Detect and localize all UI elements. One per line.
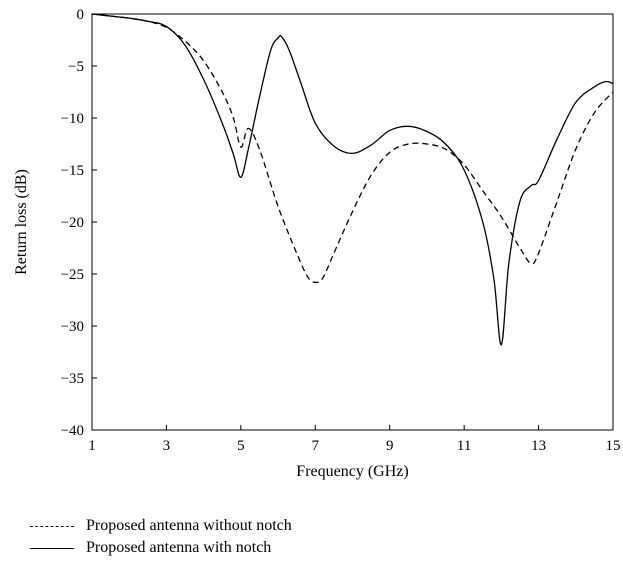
legend-item-without-notch: Proposed antenna without notch [30, 515, 292, 537]
legend-item-with-notch: Proposed antenna with notch [30, 537, 292, 559]
y-tick-label: −40 [61, 423, 84, 439]
x-tick-label: 15 [606, 438, 621, 454]
x-axis-label: Frequency (GHz) [296, 463, 408, 480]
x-tick-label: 11 [457, 438, 471, 454]
y-tick-label: 0 [77, 7, 85, 23]
y-tick-label: −35 [61, 371, 84, 387]
y-tick-label: −15 [61, 163, 84, 179]
solid-line-swatch [30, 547, 74, 549]
x-tick-label: 13 [531, 438, 546, 454]
line-chart: 0−5−10−15−20−25−30−35−40 1 3 5 7 9 11 13 15 Fre… [13, 7, 621, 480]
y-tick-label: −25 [61, 267, 84, 283]
legend: Proposed antenna without notch Proposed … [30, 515, 292, 559]
x-tick-label: 1 [88, 438, 96, 454]
x-axis: 1 3 5 7 9 11 13 15 [88, 425, 621, 454]
series-line-without-notch [91, 13, 614, 284]
y-tick-label: −5 [68, 59, 84, 75]
series-line-with-notch [91, 13, 614, 346]
y-tick-label: −20 [61, 215, 84, 231]
y-tick-label: −30 [61, 319, 84, 335]
x-tick-label: 7 [312, 438, 320, 454]
plot-frame [91, 13, 614, 431]
y-axis: 0 −5 −10 −15 −20 −25 −30 −35 −40 [61, 7, 97, 439]
dashed-line-swatch [30, 525, 74, 527]
series-layer [91, 13, 614, 346]
x-tick-label: 9 [386, 438, 394, 454]
y-axis-label: Return loss (dB) [13, 169, 30, 275]
x-tick-label: 3 [163, 438, 171, 454]
y-tick-label: −10 [61, 111, 84, 127]
legend-label-with-notch: Proposed antenna with notch [86, 539, 272, 556]
x-tick-label: 5 [237, 438, 245, 454]
legend-label-without-notch: Proposed antenna without notch [86, 517, 292, 534]
